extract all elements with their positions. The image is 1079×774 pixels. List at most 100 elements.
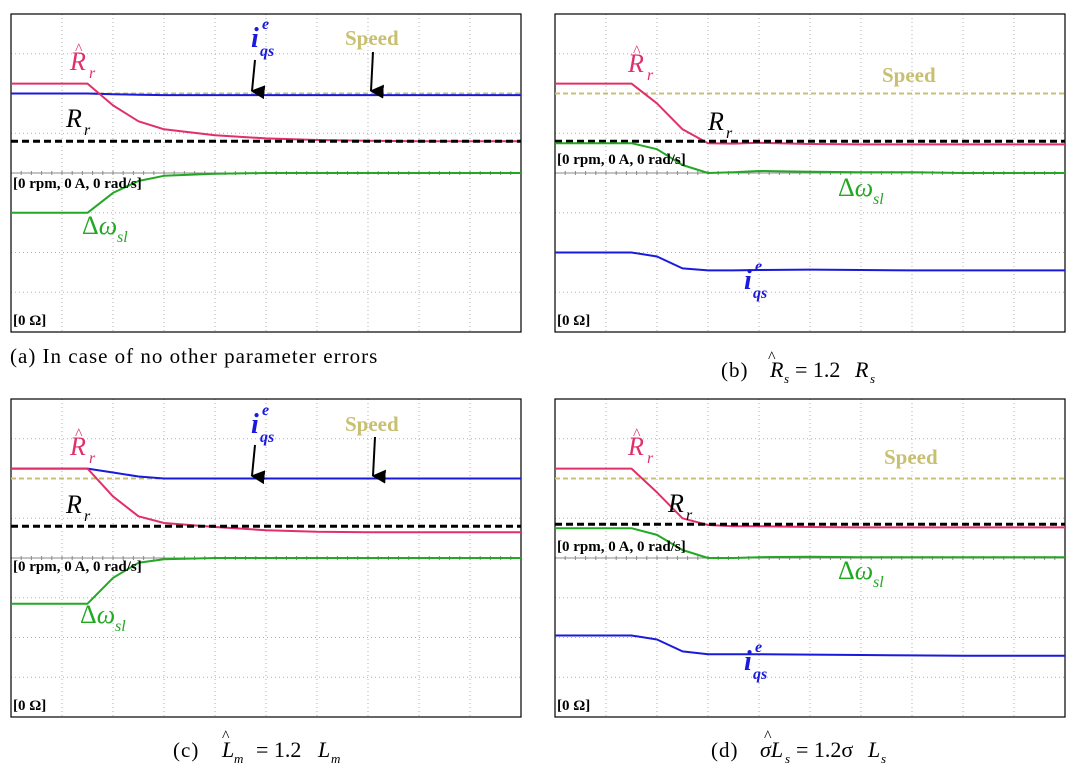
svg-text:i: i [744,265,752,296]
svg-text:e: e [262,16,269,33]
svg-text:Δω: Δω [80,600,115,629]
speed-label: Speed [345,412,399,436]
svg-text:i: i [251,409,259,440]
plot-series [555,467,1065,657]
iqs-label: i e qs [744,639,767,683]
svg-text:= 1.2: = 1.2 [256,737,301,762]
speed-label: Speed [882,63,936,87]
svg-text:m: m [331,751,340,766]
arrow-iqs [250,444,266,485]
series-iqs [555,251,1065,272]
panel-d: Speed R ^ r R r Δω sl i e qs [0 rpm, 0 A… [554,398,1066,766]
svg-text:^: ^ [764,728,772,745]
svg-text:= 1.2σ: = 1.2σ [796,737,853,762]
svg-text:Δω: Δω [838,556,873,585]
svg-text:R: R [65,104,82,133]
svg-text:sl: sl [115,618,126,635]
svg-text:R: R [769,357,784,382]
prefix-label: [0 rpm, 0 A, 0 rad/s] [557,539,686,555]
ohm-label: [0 Ω] [557,698,590,714]
ohm-label: [0 Ω] [557,313,590,329]
svg-text:sl: sl [117,229,128,246]
svg-text:e: e [755,639,762,656]
rr-label: R r [65,104,91,139]
speed-label: Speed [345,26,399,50]
svg-text:sl: sl [873,191,884,208]
svg-text:s: s [870,371,875,386]
rr-label: R r [65,490,91,525]
series-iqs [11,92,521,97]
svg-text:r: r [686,507,693,524]
svg-text:L: L [317,737,330,762]
svg-text:r: r [89,450,96,467]
svg-text:R: R [667,489,684,518]
dw-label: Δω sl [80,600,126,635]
svg-text:^: ^ [768,349,776,366]
dw-label: Δω sl [82,211,128,246]
series-iqs [11,467,521,480]
rr-hat-label: R ^ r [69,426,96,467]
svg-text:s: s [881,751,886,766]
svg-text:R: R [69,47,86,76]
svg-text:r: r [647,67,654,84]
ohm-label: [0 Ω] [13,698,46,714]
iqs-label: i e qs [251,16,274,60]
rr-hat-label: R ^ r [627,426,654,467]
iqs-label: i e qs [251,402,274,446]
svg-text:r: r [726,125,733,142]
svg-text:R: R [627,432,644,461]
series-dw [11,172,521,214]
arrow-speed [371,436,386,484]
rr-hat-label: R ^ r [627,43,654,84]
prefix-label: [0 rpm, 0 A, 0 rad/s] [13,176,142,192]
dw-label: Δω sl [838,173,884,208]
svg-text:R: R [69,432,86,461]
series-dw [555,142,1065,174]
svg-text:r: r [84,122,91,139]
svg-text:qs: qs [753,666,767,683]
iqs-label: i e qs [744,258,767,302]
caption: (a) In case of no other parameter errors [10,344,378,368]
svg-text:L: L [867,737,880,762]
svg-text:s: s [784,371,789,386]
svg-text:qs: qs [260,43,274,60]
svg-text:σL: σL [760,737,783,762]
svg-text:^: ^ [75,41,83,58]
svg-text:(c): (c) [173,738,199,762]
panel-c: Speed R ^ r i e qs R r Δω sl [0 rpm, 0 A… [10,398,522,766]
svg-text:qs: qs [260,429,274,446]
svg-text:(b): (b) [721,358,749,382]
svg-text:^: ^ [633,426,641,443]
svg-text:^: ^ [633,43,641,60]
svg-text:^: ^ [222,728,230,745]
svg-text:= 1.2: = 1.2 [795,357,840,382]
series-dw [11,557,521,605]
svg-text:i: i [744,646,752,677]
svg-text:m: m [234,751,243,766]
caption: (b) R ^ s = 1.2 R s [721,349,875,386]
caption: (d) σL ^ s = 1.2σ L s [711,728,886,766]
dw-label: Δω sl [838,556,884,591]
svg-text:s: s [785,751,790,766]
prefix-label: [0 rpm, 0 A, 0 rad/s] [13,559,142,575]
panel-a: Speed R ^ r i e qs R r Δω sl [0 rpm, 0 A… [10,13,522,368]
panel-b: Speed R ^ r R r Δω sl i e qs [0 rpm, 0 A… [554,13,1066,386]
series-rr_hat [555,82,1065,146]
svg-text:e: e [755,258,762,275]
svg-text:R: R [627,49,644,78]
svg-text:r: r [84,508,91,525]
series-iqs [555,634,1065,657]
svg-text:L: L [221,737,234,762]
svg-text:R: R [707,107,724,136]
series-dw [555,527,1065,559]
svg-text:R: R [65,490,82,519]
plot-series [555,82,1065,272]
svg-text:i: i [251,23,259,54]
svg-text:R: R [854,357,869,382]
svg-text:qs: qs [753,285,767,302]
svg-text:r: r [89,65,96,82]
series-rr_hat [555,467,1065,529]
rr-label: R r [667,489,693,524]
caption: (c) L ^ m = 1.2 L m [173,728,340,766]
